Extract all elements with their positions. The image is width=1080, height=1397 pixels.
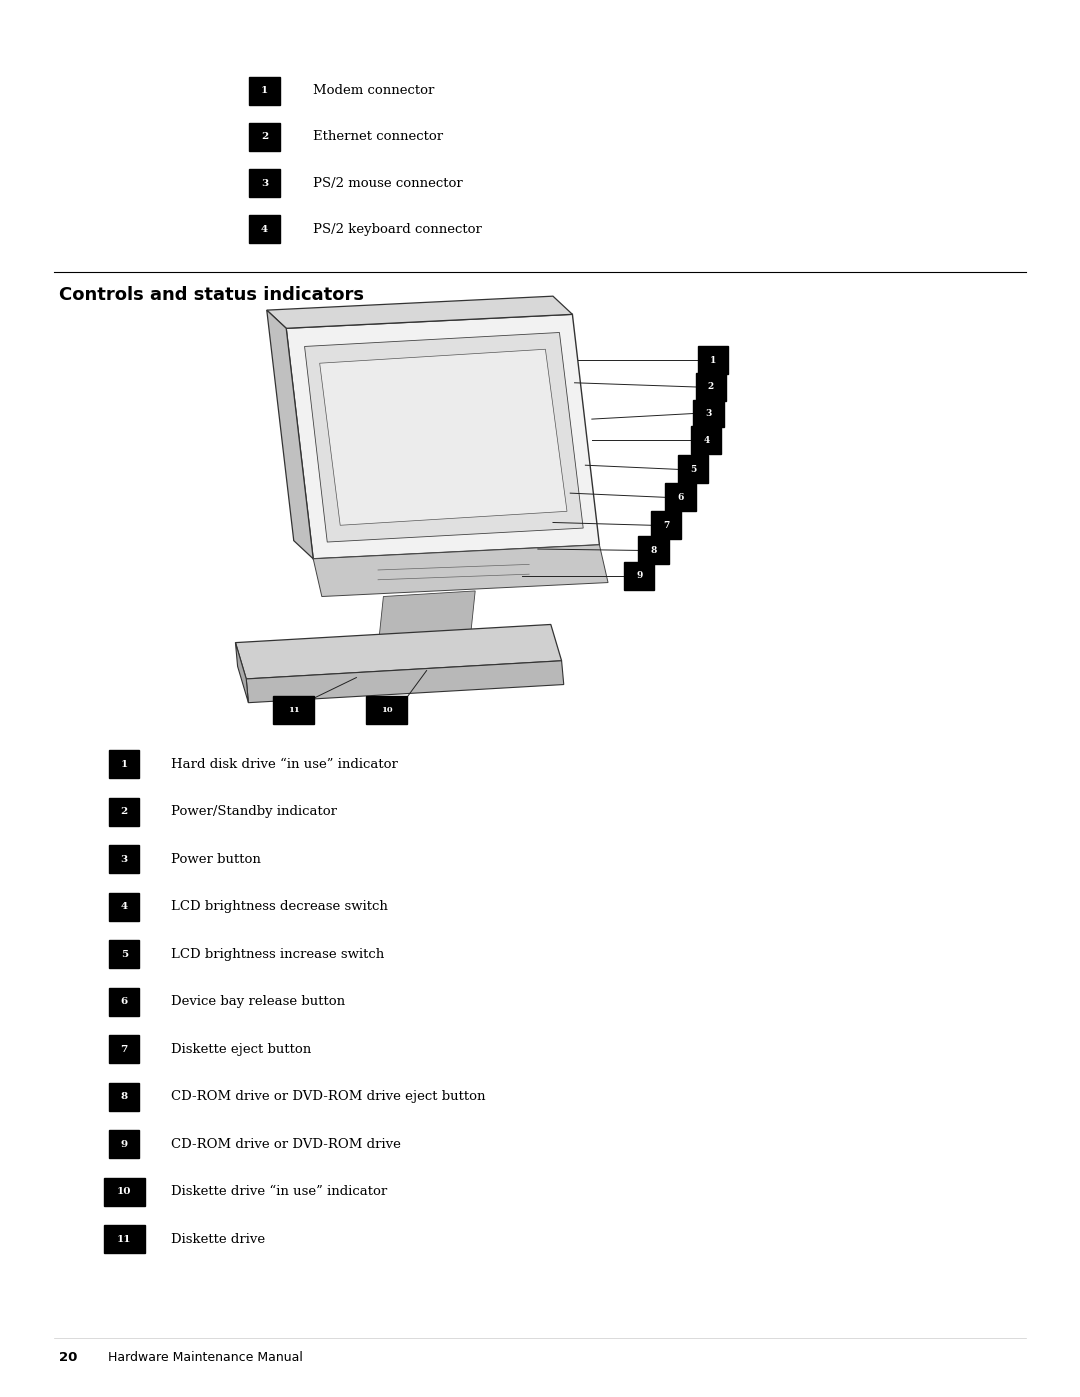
FancyBboxPatch shape (678, 455, 708, 483)
FancyBboxPatch shape (109, 1035, 139, 1063)
Text: Diskette eject button: Diskette eject button (171, 1042, 311, 1056)
Text: 1: 1 (261, 87, 268, 95)
FancyBboxPatch shape (109, 1130, 139, 1158)
FancyBboxPatch shape (104, 1225, 145, 1253)
FancyBboxPatch shape (249, 77, 280, 105)
Polygon shape (267, 296, 572, 328)
Text: 11: 11 (117, 1235, 132, 1243)
FancyBboxPatch shape (249, 215, 280, 243)
Polygon shape (313, 545, 608, 597)
Text: LCD brightness decrease switch: LCD brightness decrease switch (171, 900, 388, 914)
Text: 2: 2 (121, 807, 127, 816)
Text: 9: 9 (121, 1140, 127, 1148)
FancyBboxPatch shape (109, 750, 139, 778)
FancyBboxPatch shape (638, 536, 669, 564)
Text: CD-ROM drive or DVD-ROM drive: CD-ROM drive or DVD-ROM drive (171, 1137, 401, 1151)
Text: 9: 9 (636, 571, 643, 580)
FancyBboxPatch shape (109, 893, 139, 921)
Text: CD-ROM drive or DVD-ROM drive eject button: CD-ROM drive or DVD-ROM drive eject butt… (171, 1090, 485, 1104)
FancyBboxPatch shape (249, 123, 280, 151)
FancyBboxPatch shape (273, 696, 314, 724)
Text: Power button: Power button (171, 852, 260, 866)
Text: 2: 2 (707, 383, 714, 391)
FancyBboxPatch shape (366, 696, 407, 724)
Polygon shape (235, 643, 248, 703)
FancyBboxPatch shape (109, 1083, 139, 1111)
FancyBboxPatch shape (693, 400, 724, 427)
Text: Hard disk drive “in use” indicator: Hard disk drive “in use” indicator (171, 757, 397, 771)
Text: 20: 20 (59, 1351, 78, 1365)
Polygon shape (305, 332, 583, 542)
Text: 3: 3 (705, 409, 712, 418)
Polygon shape (246, 661, 564, 703)
FancyBboxPatch shape (698, 346, 728, 374)
Text: PS/2 mouse connector: PS/2 mouse connector (313, 176, 463, 190)
Text: Ethernet connector: Ethernet connector (313, 130, 443, 144)
Text: 7: 7 (121, 1045, 127, 1053)
FancyBboxPatch shape (249, 169, 280, 197)
FancyBboxPatch shape (696, 373, 726, 401)
Text: Modem connector: Modem connector (313, 84, 434, 98)
Text: 10: 10 (117, 1187, 132, 1196)
FancyBboxPatch shape (104, 1178, 145, 1206)
Text: PS/2 keyboard connector: PS/2 keyboard connector (313, 222, 482, 236)
Text: Controls and status indicators: Controls and status indicators (59, 286, 364, 303)
FancyBboxPatch shape (691, 426, 721, 454)
Text: 11: 11 (288, 705, 299, 714)
Text: 7: 7 (663, 521, 670, 529)
Text: 1: 1 (121, 760, 127, 768)
Text: Power/Standby indicator: Power/Standby indicator (171, 805, 337, 819)
FancyBboxPatch shape (109, 798, 139, 826)
Polygon shape (267, 310, 313, 559)
Text: 1: 1 (710, 356, 716, 365)
Text: 3: 3 (261, 179, 268, 187)
Text: 10: 10 (381, 705, 392, 714)
Text: 5: 5 (690, 465, 697, 474)
Text: Hardware Maintenance Manual: Hardware Maintenance Manual (108, 1351, 302, 1365)
Polygon shape (286, 314, 599, 559)
Text: 8: 8 (650, 546, 657, 555)
Polygon shape (378, 591, 475, 648)
Polygon shape (235, 624, 562, 679)
Text: 4: 4 (703, 436, 710, 444)
Text: Diskette drive: Diskette drive (171, 1232, 265, 1246)
Text: 5: 5 (121, 950, 127, 958)
Text: Diskette drive “in use” indicator: Diskette drive “in use” indicator (171, 1185, 387, 1199)
Polygon shape (320, 349, 567, 525)
Text: 8: 8 (121, 1092, 127, 1101)
FancyBboxPatch shape (109, 988, 139, 1016)
FancyBboxPatch shape (665, 483, 696, 511)
FancyBboxPatch shape (624, 562, 654, 590)
Text: 3: 3 (121, 855, 127, 863)
FancyBboxPatch shape (109, 940, 139, 968)
Text: 4: 4 (261, 225, 268, 233)
Text: Device bay release button: Device bay release button (171, 995, 345, 1009)
Text: 6: 6 (677, 493, 684, 502)
FancyBboxPatch shape (109, 845, 139, 873)
Text: 4: 4 (121, 902, 127, 911)
Text: 6: 6 (121, 997, 127, 1006)
Text: 2: 2 (261, 133, 268, 141)
Text: LCD brightness increase switch: LCD brightness increase switch (171, 947, 383, 961)
FancyBboxPatch shape (651, 511, 681, 539)
